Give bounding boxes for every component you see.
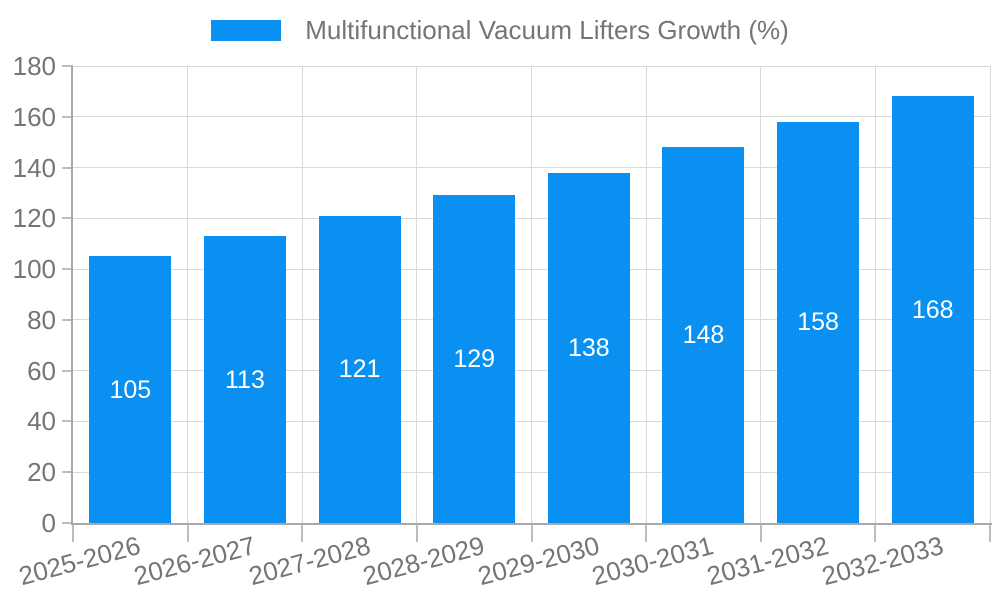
- bar-value-label: 129: [453, 345, 496, 374]
- x-axis-tick: [301, 523, 304, 542]
- x-tick-label: 2032-2033: [818, 530, 947, 592]
- x-axis-tick: [759, 523, 762, 542]
- x-axis-tick: [186, 523, 189, 542]
- bar-value-label: 121: [338, 355, 381, 384]
- y-axis-tick: [62, 268, 73, 271]
- bar-value-label: 105: [109, 375, 152, 404]
- chart-legend[interactable]: Multifunctional Vacuum Lifters Growth (%…: [0, 15, 1000, 46]
- x-axis-tick: [645, 523, 648, 542]
- gridline-vertical: [989, 66, 991, 523]
- bar-value-label: 158: [797, 308, 839, 337]
- y-axis-tick: [62, 471, 73, 474]
- y-tick-label: 180: [12, 51, 56, 81]
- y-axis-tick: [62, 217, 73, 220]
- y-tick-label: 140: [12, 152, 56, 183]
- x-tick-label: 2026-2027: [130, 530, 259, 592]
- x-axis-tick: [415, 523, 418, 542]
- y-tick-label: 40: [27, 406, 56, 437]
- legend-label: Multifunctional Vacuum Lifters Growth (%…: [305, 15, 789, 45]
- bar[interactable]: [547, 172, 630, 523]
- bar-value-label: 138: [567, 333, 610, 362]
- x-tick-label: 2025-2026: [15, 530, 144, 592]
- y-tick-label: 0: [41, 508, 56, 538]
- bar[interactable]: [891, 96, 974, 523]
- y-axis-tick: [62, 522, 73, 524]
- legend-swatch-icon: [211, 20, 282, 41]
- x-axis-tick: [530, 523, 533, 542]
- bar[interactable]: [89, 256, 172, 523]
- x-axis-line: [71, 523, 992, 525]
- bar[interactable]: [203, 236, 286, 523]
- y-tick-label: 100: [12, 254, 56, 285]
- bar[interactable]: [318, 215, 401, 523]
- gridline-vertical: [301, 66, 303, 523]
- bar-value-label: 148: [682, 321, 725, 350]
- y-tick-label: 80: [27, 304, 56, 335]
- bar[interactable]: [433, 195, 516, 523]
- x-tick-label: 2028-2029: [359, 530, 488, 592]
- bar[interactable]: [777, 121, 860, 523]
- gridline-vertical: [760, 66, 762, 523]
- y-axis-tick: [62, 318, 73, 321]
- x-tick-label: 2027-2028: [245, 530, 374, 592]
- y-axis-tick: [62, 115, 73, 118]
- gridline-vertical: [416, 66, 418, 523]
- gridline-vertical: [187, 66, 189, 523]
- gridline-vertical: [531, 66, 532, 523]
- bar[interactable]: [662, 147, 745, 523]
- y-axis-line: [71, 66, 73, 523]
- y-axis-tick: [62, 65, 73, 67]
- y-tick-label: 60: [27, 355, 56, 386]
- gridline-vertical: [874, 66, 876, 523]
- y-tick-label: 120: [12, 203, 56, 234]
- y-tick-label: 20: [27, 457, 56, 488]
- y-axis-tick: [62, 420, 73, 423]
- y-tick-label: 160: [12, 101, 56, 132]
- y-axis-tick: [62, 166, 73, 169]
- x-axis-tick: [874, 523, 877, 542]
- y-axis-tick: [62, 369, 73, 372]
- x-axis-tick: [72, 523, 74, 542]
- x-tick-label: 2029-2030: [474, 530, 603, 592]
- bar-value-label: 168: [911, 295, 954, 324]
- bar-value-label: 113: [225, 365, 265, 394]
- x-tick-label: 2031-2032: [703, 530, 832, 592]
- x-tick-label: 2030-2031: [589, 530, 717, 592]
- gridline-vertical: [645, 66, 647, 523]
- x-axis-tick: [989, 523, 991, 542]
